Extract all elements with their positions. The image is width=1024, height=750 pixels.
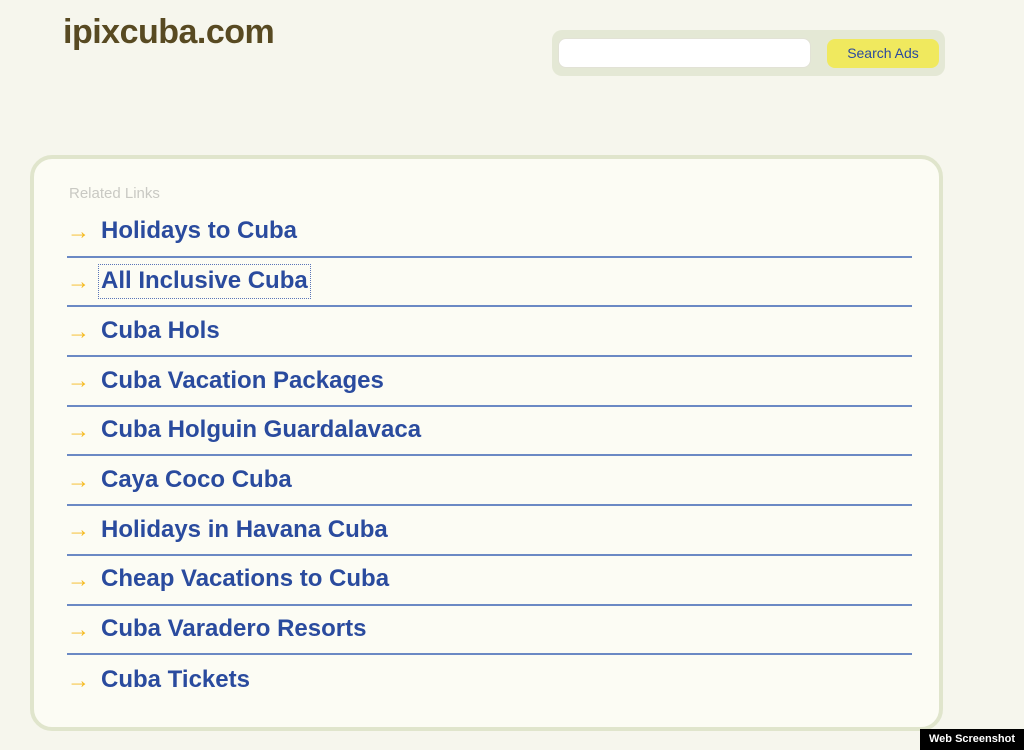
related-link-row[interactable]: → Cuba Hols [67, 307, 912, 358]
related-link[interactable]: Holidays in Havana Cuba [101, 515, 388, 543]
related-link[interactable]: Cuba Hols [101, 316, 220, 344]
related-links-list: → Holidays to Cuba → All Inclusive Cuba … [67, 208, 912, 705]
related-link-row[interactable]: → Holidays in Havana Cuba [67, 506, 912, 556]
related-link-row[interactable]: → Caya Coco Cuba [67, 456, 912, 507]
related-link-row[interactable]: → Cuba Holguin Guardalavaca [67, 407, 912, 457]
related-link[interactable]: Cuba Vacation Packages [101, 366, 384, 394]
search-input[interactable] [558, 38, 811, 68]
related-links-box: Related Links → Holidays to Cuba → All I… [30, 155, 943, 731]
arrow-right-icon: → [67, 417, 90, 444]
web-screenshot-badge: Web Screenshot [920, 729, 1024, 750]
search-bar: Search Ads [552, 30, 945, 76]
related-link-row[interactable]: → Cheap Vacations to Cuba [67, 556, 912, 606]
related-link[interactable]: Caya Coco Cuba [101, 465, 292, 493]
related-link-row[interactable]: → Cuba Vacation Packages [67, 357, 912, 407]
arrow-right-icon: → [67, 367, 90, 394]
search-ads-button[interactable]: Search Ads [827, 38, 939, 68]
arrow-right-icon: → [67, 615, 90, 642]
arrow-right-icon: → [67, 317, 90, 344]
arrow-right-icon: → [67, 466, 90, 493]
arrow-right-icon: → [67, 566, 90, 593]
related-links-label: Related Links [69, 185, 160, 202]
arrow-right-icon: → [67, 516, 90, 543]
site-logo: ipixcuba.com [63, 13, 275, 51]
related-link[interactable]: Cuba Holguin Guardalavaca [101, 416, 422, 444]
related-link-focused[interactable]: All Inclusive Cuba [98, 264, 311, 299]
related-link-row[interactable]: → All Inclusive Cuba [67, 258, 912, 308]
related-link[interactable]: Cuba Tickets [101, 665, 250, 693]
arrow-right-icon: → [67, 666, 90, 693]
related-link-row[interactable]: → Cuba Varadero Resorts [67, 606, 912, 656]
arrow-right-icon: → [67, 268, 90, 295]
arrow-right-icon: → [67, 218, 90, 245]
related-link-row[interactable]: → Cuba Tickets [67, 655, 912, 705]
related-link[interactable]: Cuba Varadero Resorts [101, 614, 367, 642]
related-link[interactable]: Holidays to Cuba [101, 217, 298, 245]
related-link[interactable]: Cheap Vacations to Cuba [101, 565, 390, 593]
related-link-row[interactable]: → Holidays to Cuba [67, 208, 912, 258]
